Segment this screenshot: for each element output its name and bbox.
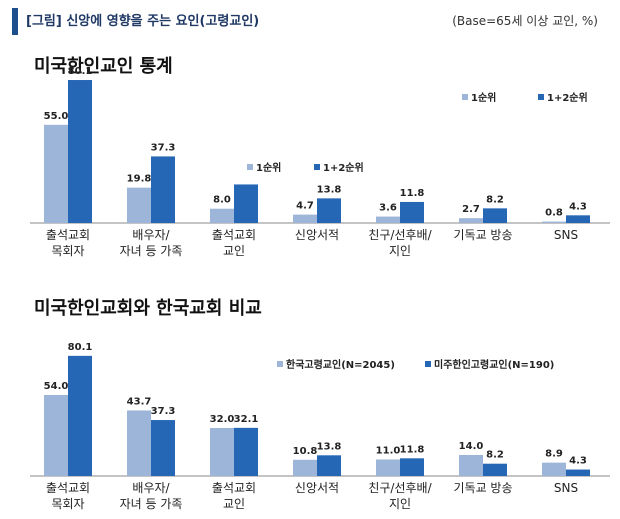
- chart1-bar-s2-2: [151, 156, 175, 223]
- chart1-category-label-2-line1: 배우자/: [132, 228, 170, 242]
- chart1-bar-s2-4: [317, 198, 341, 223]
- chart1-inner-legend-label-2: 1+2순위: [323, 161, 364, 174]
- chart1-value-label-s2-2: 37.3: [151, 142, 176, 153]
- chart1-bar-s1-5: [376, 216, 400, 223]
- chart1-inner-legend-label-1: 1순위: [256, 161, 281, 174]
- chart1-bar-s2-3: [234, 184, 258, 223]
- chart1-value-label-s2-5: 11.8: [400, 188, 425, 199]
- chart1-bar-s2-6: [483, 208, 507, 223]
- chart1-legend-label-2: 1+2순위: [547, 91, 588, 104]
- chart1-value-label-s2-4: 13.8: [317, 184, 342, 195]
- chart2-category-label-2-line1: 배우자/: [132, 481, 170, 495]
- chart1-category-label-3-line2: 교인: [223, 244, 245, 258]
- chart2-bar-s1-6: [459, 455, 483, 476]
- chart2-category-label-2-line2: 자녀 등 가족: [120, 497, 183, 511]
- chart1-value-label-s1-6: 2.7: [462, 204, 480, 215]
- chart2-value-label-s1-1: 54.0: [44, 381, 69, 392]
- chart1-bar-s1-2: [127, 187, 151, 223]
- chart1-bar-s1-6: [459, 218, 483, 223]
- chart2-value-label-s2-4: 13.8: [317, 441, 342, 452]
- chart1-bar-s1-4: [293, 214, 317, 223]
- chart1-bar-s2-7: [566, 215, 590, 223]
- chart1-legend-swatch-2: [538, 94, 544, 100]
- chart2-value-label-s1-6: 14.0: [459, 441, 484, 452]
- chart1-category-label-3-line1: 출석교회: [212, 228, 256, 242]
- chart1-value-label-s2-7: 4.3: [569, 201, 587, 212]
- chart2-value-label-s2-6: 8.2: [486, 450, 504, 461]
- chart1-legend-label-1: 1순위: [471, 91, 496, 104]
- chart2-bar-s1-4: [293, 459, 317, 476]
- chart1-legend-swatch-1: [462, 94, 468, 100]
- chart2-bar-s1-5: [376, 459, 400, 476]
- chart1-bar-s1-7: [542, 221, 566, 223]
- chart2-value-label-s2-3: 32.1: [234, 414, 259, 425]
- chart1-category-label-2-line2: 자녀 등 가족: [120, 244, 183, 258]
- chart2-category-label-3-line1: 출석교회: [212, 481, 256, 495]
- chart1-value-label-s1-2: 19.8: [127, 174, 152, 185]
- chart1-value-label-s1-7: 0.8: [545, 208, 563, 219]
- chart1-bar-s2-1: [68, 80, 92, 223]
- chart2-category-label-4: 신앙서적: [295, 481, 339, 495]
- chart2-bar-s2-4: [317, 455, 341, 476]
- chart2-category-label-3-line2: 교인: [223, 497, 245, 511]
- chart2-category-label-5-line2: 지인: [389, 497, 411, 511]
- chart2-legend-swatch-1: [277, 361, 283, 367]
- chart2-legend-label-1: 한국고령교인(N=2045): [286, 358, 395, 371]
- chart2-bar-s1-7: [542, 462, 566, 476]
- chart2-legend-label-2: 미주한인고령교인(N=190): [434, 358, 554, 371]
- chart2-bar-s2-5: [400, 458, 424, 476]
- chart1-category-label-6: 기독교 방송: [453, 228, 512, 242]
- chart2-value-label-s1-4: 10.8: [293, 446, 318, 457]
- chart1-bar-s1-1: [44, 124, 68, 223]
- chart1-category-label-7: SNS: [554, 228, 578, 242]
- chart2-category-label-6: 기독교 방송: [453, 481, 512, 495]
- chart1-value-label-s1-4: 4.7: [296, 201, 314, 212]
- chart1-category-label-5-line2: 지인: [389, 244, 411, 258]
- chart1-category-label-1-line1: 출석교회: [46, 228, 90, 242]
- chart1-title: 미국한인교인 통계: [34, 56, 173, 77]
- chart2-value-label-s2-2: 37.3: [151, 406, 176, 417]
- chart1-value-label-s2-6: 8.2: [486, 194, 504, 205]
- chart1-value-label-s1-3: 8.0: [213, 195, 231, 206]
- chart2-value-label-s1-2: 43.7: [127, 396, 152, 407]
- chart2-category-label-1-line1: 출석교회: [46, 481, 90, 495]
- chart1-bar-s1-3: [210, 208, 234, 223]
- chart1-value-label-s1-1: 55.0: [44, 111, 69, 122]
- chart1-category-label-5-line1: 친구/선후배/: [368, 228, 432, 242]
- figure-header: [그림] 신앙에 영향을 주는 요인(고령교인) (Base=65세 이상 교인…: [0, 0, 620, 40]
- chart2-bar-s2-7: [566, 469, 590, 476]
- chart2-category-label-5-line1: 친구/선후배/: [368, 481, 432, 495]
- chart2-title: 미국한인교회와 한국교회 비교: [34, 298, 262, 319]
- chart2-bar-s2-6: [483, 463, 507, 476]
- chart2-bar-s1-3: [210, 428, 234, 476]
- chart2-value-label-s2-5: 11.8: [400, 444, 425, 455]
- chart2-value-label-s1-7: 8.9: [545, 449, 563, 460]
- chart2-value-label-s1-3: 32.0: [210, 414, 235, 425]
- chart2-category-label-7: SNS: [554, 481, 578, 495]
- chart2-legend-swatch-2: [425, 361, 431, 367]
- chart1-inner-legend-swatch-2: [314, 164, 320, 170]
- chart2-value-label-s2-7: 4.3: [569, 456, 587, 467]
- chart2-bar-s2-3: [234, 427, 258, 476]
- chart1-bar-s2-5: [400, 201, 424, 223]
- chart1-value-label-s2-1: 80.1: [68, 66, 93, 77]
- figure-caption: [그림] 신앙에 영향을 주는 요인(고령교인): [26, 14, 260, 29]
- header-accent-bar: [12, 8, 18, 35]
- chart2-bar-s2-2: [151, 420, 175, 476]
- chart1-inner-legend-swatch-1: [247, 164, 253, 170]
- chart1-value-label-s1-5: 3.6: [379, 203, 397, 214]
- chart2-value-label-s1-5: 11.0: [376, 446, 401, 457]
- chart2-value-label-s2-1: 80.1: [68, 342, 93, 353]
- base-note: (Base=65세 이상 교인, %): [452, 14, 598, 28]
- chart1-category-label-1-line2: 목회자: [51, 244, 84, 258]
- chart2-bar-s1-2: [127, 410, 151, 476]
- chart2-bar-s1-1: [44, 395, 68, 476]
- chart2-bar-s2-1: [68, 355, 92, 476]
- chart2-category-label-1-line2: 목회자: [51, 497, 84, 511]
- chart1-category-label-4: 신앙서적: [295, 228, 339, 242]
